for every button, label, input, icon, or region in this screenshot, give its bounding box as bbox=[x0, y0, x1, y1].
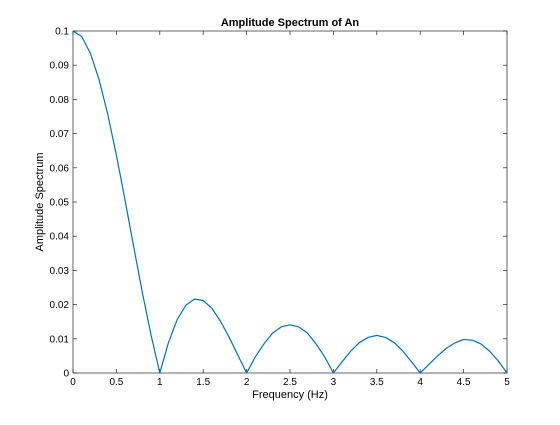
y-tick-label: 0.02 bbox=[50, 300, 70, 311]
x-tick-label: 1.5 bbox=[196, 377, 210, 388]
y-tick-label: 0.04 bbox=[50, 232, 70, 243]
x-tick-label: 2.5 bbox=[283, 377, 297, 388]
y-tick-label: 0.09 bbox=[50, 61, 70, 72]
x-tick-label: 2 bbox=[244, 377, 250, 388]
series-line bbox=[72, 30, 508, 374]
x-tick-label: 0 bbox=[70, 377, 76, 388]
plot-area bbox=[72, 30, 508, 374]
y-tick-label: 0.08 bbox=[50, 95, 70, 106]
x-axis-label: Frequency (Hz) bbox=[252, 389, 328, 401]
y-tick-label: 0.05 bbox=[50, 198, 70, 209]
x-tick-label: 3.5 bbox=[370, 377, 384, 388]
y-tick-label: 0.07 bbox=[50, 129, 70, 140]
y-axis-label: Amplitude Spectrum bbox=[34, 152, 46, 251]
y-axis-ticks: 0 0.01 0.02 0.03 0.04 0.05 0.06 0.07 0.08 0.09 0.1 bbox=[50, 27, 507, 380]
x-tick-label: 0.5 bbox=[109, 377, 123, 388]
x-tick-label: 5 bbox=[504, 377, 510, 388]
y-tick-label: 0 bbox=[63, 369, 69, 380]
x-tick-label: 4 bbox=[417, 377, 423, 388]
y-tick-label: 0.06 bbox=[50, 163, 70, 174]
x-tick-label: 1 bbox=[157, 377, 163, 388]
y-tick-label: 0.01 bbox=[50, 334, 70, 345]
x-tick-label: 3 bbox=[331, 377, 337, 388]
x-tick-label: 4.5 bbox=[457, 377, 471, 388]
y-tick-label: 0.03 bbox=[50, 266, 70, 277]
y-tick-label: 0.1 bbox=[55, 27, 69, 38]
chart-title: Amplitude Spectrum of An bbox=[221, 17, 360, 29]
